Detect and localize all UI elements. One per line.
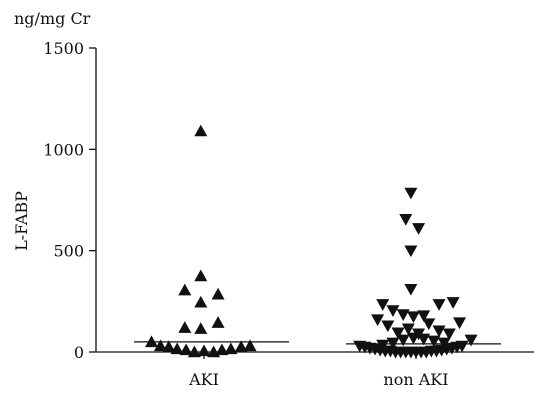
non-aki-data-point	[399, 214, 413, 226]
aki-data-point	[145, 335, 159, 348]
aki-data-point	[194, 124, 208, 137]
non-aki-data-point	[391, 327, 405, 340]
data-points	[145, 124, 478, 359]
aki-data-point	[187, 345, 201, 358]
aki-data-point	[179, 343, 193, 356]
aki-data-point	[194, 295, 208, 308]
y-tick-label: 1500	[43, 39, 84, 58]
non-aki-data-point	[404, 245, 418, 258]
non-aki-data-point	[412, 328, 426, 341]
y-tick-label: 1000	[43, 140, 84, 159]
x-tick-label: non AKI	[383, 370, 448, 389]
non-aki-data-point	[406, 311, 420, 324]
non-aki-data-point	[404, 283, 418, 296]
non-aki-data-point	[437, 337, 451, 350]
aki-data-point	[162, 340, 176, 353]
non-aki-data-point	[432, 325, 446, 338]
non-aki-data-point	[464, 334, 478, 347]
non-aki-data-point	[371, 314, 385, 327]
y-axis-title: L-FABP	[12, 191, 31, 251]
y-ticks: 0 500 1000 1500	[43, 39, 96, 362]
non-aki-data-point	[376, 299, 390, 311]
y-tick-label: 500	[53, 242, 84, 261]
aki-data-point	[170, 342, 184, 355]
non-aki-data-point	[446, 297, 460, 309]
non-aki-data-point	[396, 309, 410, 322]
non-aki-data-point	[422, 318, 436, 331]
non-aki-data-point	[396, 334, 410, 347]
aki-data-point	[211, 316, 225, 328]
non-aki-data-point	[381, 320, 395, 333]
non-aki-data-point	[412, 223, 426, 235]
aki-data-point	[234, 340, 248, 353]
aki-data-point	[194, 322, 208, 334]
x-ticks: AKI non AKI	[188, 352, 449, 389]
non-aki-data-point	[417, 310, 431, 323]
y-unit-label: ng/mg Cr	[14, 9, 91, 28]
non-aki-data-point	[386, 305, 400, 317]
aki-data-point	[194, 269, 208, 282]
aki-data-point	[224, 342, 238, 355]
non-aki-data-point	[404, 187, 418, 200]
aki-data-point	[153, 339, 167, 352]
aki-data-point	[243, 339, 257, 352]
aki-data-point	[211, 287, 225, 300]
y-tick-label: 0	[74, 343, 84, 362]
non-aki-data-point	[432, 299, 446, 311]
x-tick-label: AKI	[188, 370, 219, 389]
non-aki-data-point	[442, 328, 456, 341]
aki-data-point	[197, 344, 211, 357]
non-aki-data-point	[427, 335, 441, 348]
aki-data-point	[178, 283, 192, 296]
aki-data-point	[178, 321, 192, 333]
non-aki-data-point	[453, 317, 467, 330]
non-aki-data-point	[401, 323, 415, 336]
non-aki-data-point	[455, 340, 469, 353]
non-aki-data-point	[376, 339, 390, 352]
aki-data-point	[215, 343, 229, 356]
non-aki-data-point	[386, 337, 400, 350]
